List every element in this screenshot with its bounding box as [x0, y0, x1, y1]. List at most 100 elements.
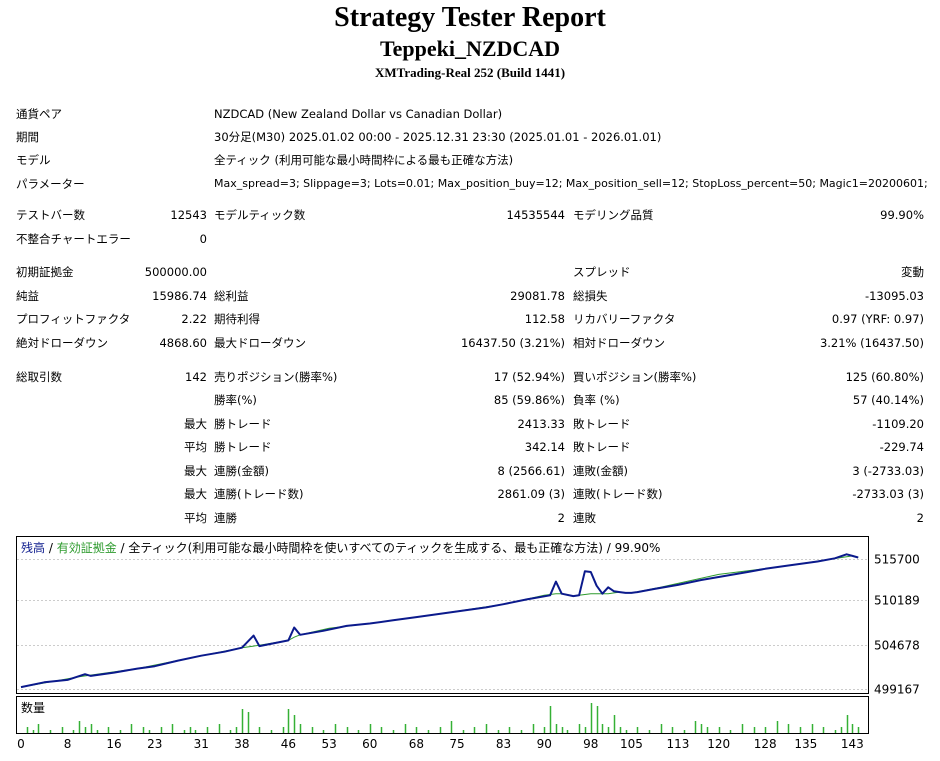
deposit-label: 初期証拠金: [16, 265, 74, 279]
period-value: 30分足(M30) 2025.01.02 00:00 - 2025.12.31 …: [214, 130, 662, 144]
profit-factor-label: プロフィットファクタ: [16, 312, 131, 326]
expected-payoff-value: 112.58: [524, 312, 565, 326]
ea-name: Teppeki_NZDCAD: [379, 36, 561, 61]
server-info: XMTrading-Real 252 (Build 1441): [374, 65, 566, 80]
cons-loss-count-value: -2733.03 (3): [852, 487, 924, 501]
chart-legend: 残高 / 有効証拠金 / 全ティック(利用可能な最小時間枠を使いすべてのティック…: [21, 540, 660, 555]
cons-loss-amount-label: 連敗(金額): [573, 464, 628, 478]
legend-description: / 全ティック(利用可能な最小時間枠を使いすべてのティックを生成する、最も正確な…: [117, 540, 661, 555]
legend-separator: /: [45, 541, 57, 555]
spread-value: 変動: [901, 265, 924, 279]
loss-rate-value: 57 (40.14%): [852, 393, 924, 407]
x-tick-label: 120: [707, 737, 730, 751]
recovery-factor-label: リカバリーファクタ: [573, 312, 676, 326]
largest-loss-label: 敗トレード: [573, 417, 631, 431]
x-tick-label: 38: [234, 737, 249, 751]
symbol-label: 通貨ペア: [16, 107, 62, 121]
average-label: 平均: [184, 440, 207, 454]
y-tick-label: 504678: [874, 639, 920, 653]
x-tick-label: 105: [620, 737, 643, 751]
cons-win-count-label: 連勝(トレード数): [214, 487, 304, 501]
ticks-label: モデルティック数: [214, 208, 306, 222]
absolute-drawdown-value: 4868.60: [159, 336, 207, 350]
x-tick-label: 98: [583, 737, 598, 751]
quality-value: 99.90%: [880, 208, 924, 222]
model-label: モデル: [16, 153, 51, 167]
report-title: Strategy Tester Report: [334, 2, 606, 33]
max-consecutive-label: 最大: [184, 464, 207, 478]
cons-loss-amount-value: 3 (-2733.03): [852, 464, 924, 478]
largest-loss-value: -1109.20: [872, 417, 924, 431]
average-win-value: 342.14: [524, 440, 565, 454]
x-tick-label: 68: [409, 737, 424, 751]
x-tick-label: 135: [794, 737, 817, 751]
y-tick-label: 510189: [874, 594, 920, 608]
legend-balance: 残高: [21, 540, 45, 555]
long-positions-label: 買いポジション(勝率%): [573, 370, 697, 384]
avg-consecutive-label: 平均: [184, 511, 207, 525]
gross-loss-value: -13095.03: [864, 289, 924, 303]
expected-payoff-label: 期待利得: [214, 312, 260, 326]
main-plot-frame: [16, 536, 869, 694]
quality-label: モデリング品質: [573, 208, 654, 222]
x-tick-label: 16: [106, 737, 121, 751]
x-tick-label: 83: [496, 737, 511, 751]
x-tick-label: 23: [147, 737, 162, 751]
avg-cons-win-label: 連勝: [214, 511, 237, 525]
gross-profit-value: 29081.78: [510, 289, 565, 303]
x-tick-label: 113: [667, 737, 690, 751]
net-profit-value: 15986.74: [152, 289, 207, 303]
profit-factor-value: 2.22: [181, 312, 207, 326]
bars-label: テストバー数: [16, 208, 85, 222]
period-label: 期間: [16, 130, 39, 144]
x-tick-label: 75: [449, 737, 464, 751]
cons-loss-count-label: 連敗(トレード数): [573, 487, 663, 501]
deposit-value: 500000.00: [144, 265, 207, 279]
x-tick-label: 8: [64, 737, 72, 751]
relative-drawdown-value: 3.21% (16437.50): [819, 336, 924, 350]
chart-grid: [17, 559, 868, 690]
volume-label: 数量: [21, 700, 45, 715]
avg-cons-loss-label: 連敗: [573, 511, 596, 525]
balance-line: [20, 553, 859, 689]
absolute-drawdown-label: 絶対ドローダウン: [16, 336, 108, 350]
average-loss-value: -229.74: [879, 440, 924, 454]
recovery-factor-value: 0.97 (YRF: 0.97): [831, 312, 924, 326]
chart-lines: [20, 553, 859, 689]
cons-win-amount-value: 8 (2566.61): [497, 464, 565, 478]
x-tick-label: 128: [754, 737, 777, 751]
total-trades-label: 総取引数: [16, 370, 62, 384]
short-positions-label: 売りポジション(勝率%): [214, 370, 338, 384]
x-tick-label: 0: [17, 737, 25, 751]
volume-bars: [26, 703, 860, 733]
x-tick-label: 46: [281, 737, 296, 751]
symbol-value: NZDCAD (New Zealand Dollar vs Canadian D…: [214, 107, 503, 121]
x-tick-label: 90: [537, 737, 552, 751]
x-axis-ticks: 0 8 16 23 31 38 46 53 60 68 75 83 90 98 105 113 120 128 13…: [17, 737, 864, 751]
y-axis-ticks: 515700 510189 504678 499167: [874, 553, 920, 697]
max-drawdown-label: 最大ドローダウン: [214, 336, 306, 350]
x-tick-label: 60: [362, 737, 377, 751]
average-loss-label: 敗トレード: [573, 440, 631, 454]
max-consecutive-count-label: 最大: [184, 487, 207, 501]
net-profit-label: 純益: [16, 289, 39, 303]
y-tick-label: 515700: [874, 553, 920, 567]
x-tick-label: 31: [194, 737, 209, 751]
average-win-label: 勝トレード: [214, 440, 272, 454]
gross-loss-label: 総損失: [573, 289, 608, 303]
x-tick-label: 53: [321, 737, 336, 751]
relative-drawdown-label: 相対ドローダウン: [573, 336, 665, 350]
avg-cons-loss-value: 2: [916, 511, 924, 525]
cons-win-amount-label: 連勝(金額): [214, 464, 269, 478]
win-rate-value: 85 (59.86%): [493, 393, 565, 407]
long-positions-value: 125 (60.80%): [845, 370, 924, 384]
max-drawdown-value: 16437.50 (3.21%): [460, 336, 565, 350]
x-tick-label: 143: [841, 737, 864, 751]
bars-value: 12543: [170, 208, 207, 222]
mismatch-value: 0: [199, 232, 207, 246]
avg-cons-win-value: 2: [557, 511, 565, 525]
model-value: 全ティック (利用可能な最小時間枠による最も正確な方法): [214, 153, 514, 167]
mismatch-label: 不整合チャートエラー: [16, 232, 131, 246]
ticks-value: 14535544: [506, 208, 565, 222]
largest-label: 最大: [184, 417, 207, 431]
